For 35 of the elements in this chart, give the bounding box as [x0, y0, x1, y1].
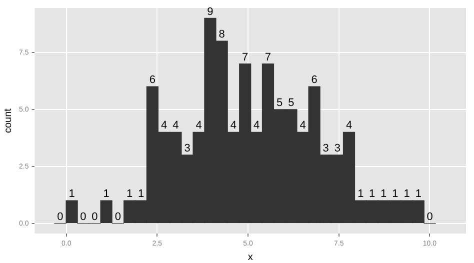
data-label: 5: [288, 96, 294, 109]
x-axis-title: x: [248, 252, 253, 263]
data-label: 7: [264, 51, 272, 64]
data-label: 1: [392, 188, 398, 200]
data-label: 5: [276, 96, 283, 109]
data-label: 3: [334, 142, 340, 155]
data-label: 0: [57, 210, 64, 223]
data-label: 1: [404, 188, 410, 200]
data-label: 7: [242, 51, 248, 64]
data-label: 1: [358, 188, 364, 200]
data-label: 1: [68, 188, 75, 200]
data-label: 4: [230, 120, 237, 132]
data-label: 1: [415, 188, 422, 200]
data-label: 0: [426, 210, 433, 223]
data-label: 0: [92, 210, 98, 223]
data-label: 1: [103, 188, 110, 200]
data-label: 1: [138, 188, 144, 200]
data-label: 8: [218, 28, 225, 41]
data-label: 0: [114, 210, 121, 223]
data-label: 1: [380, 188, 387, 200]
data-label: 4: [172, 120, 179, 132]
y-axis-title: count: [2, 108, 14, 134]
data-label: 4: [196, 120, 202, 132]
data-label: 9: [207, 6, 214, 18]
data-label: 1: [126, 188, 133, 200]
data-label: 3: [322, 142, 329, 155]
data-label: 6: [149, 74, 156, 86]
data-label: 3: [184, 142, 190, 155]
data-label: 4: [346, 120, 352, 132]
data-label: 6: [311, 74, 318, 86]
data-label: 0: [80, 210, 86, 223]
data-label: 4: [300, 120, 306, 132]
data-label: 4: [253, 120, 260, 132]
data-label: 4: [161, 120, 168, 132]
data-label: 1: [369, 188, 376, 200]
